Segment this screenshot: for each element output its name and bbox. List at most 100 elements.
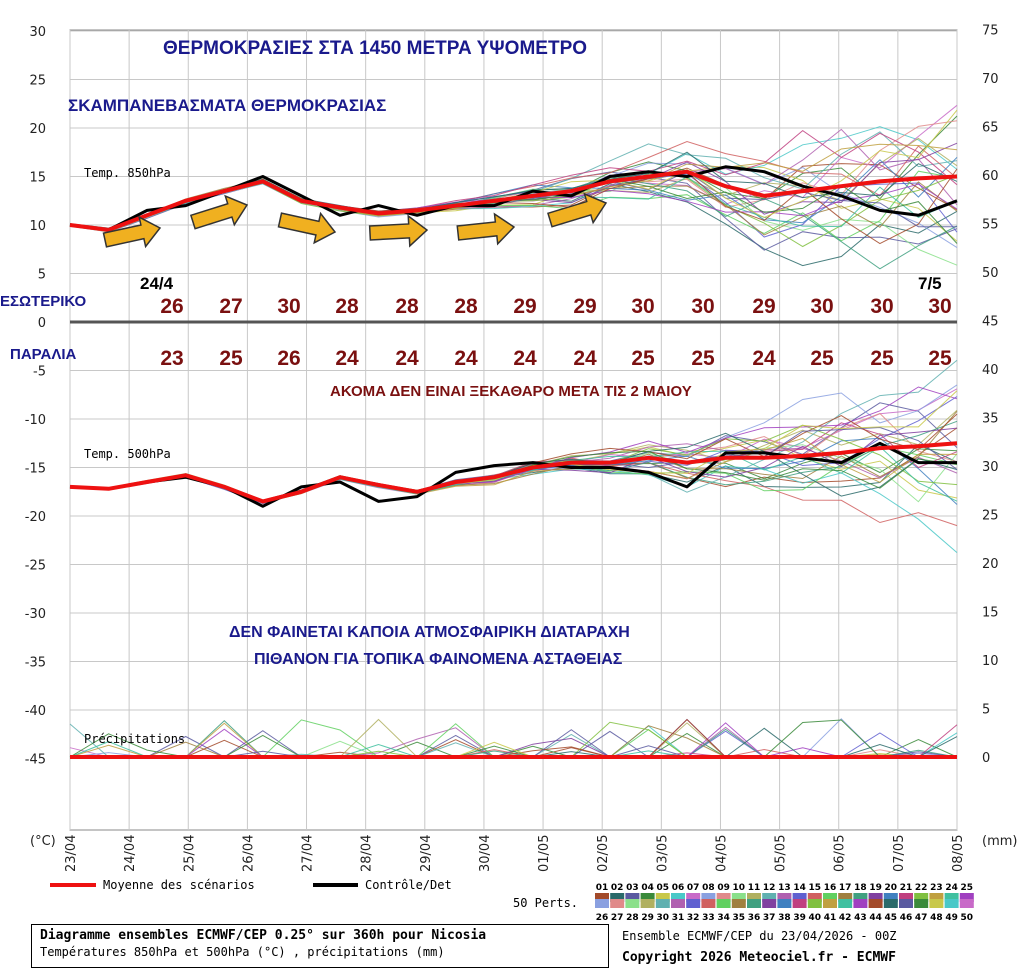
member-id-label: 08	[702, 883, 715, 893]
member-id-label: 21	[900, 883, 913, 893]
inland-temp-value: 29	[513, 295, 536, 318]
left-tick-label: 5	[38, 268, 46, 283]
beach-temp-value: 24	[335, 347, 359, 370]
left-axis-unit: (°C)	[30, 834, 56, 849]
member-id-label: 09	[717, 883, 730, 893]
member-swatch	[853, 893, 868, 902]
member-swatch	[777, 893, 792, 902]
member-swatch	[883, 893, 898, 902]
member-id-label: 33	[702, 913, 715, 923]
member-swatch	[853, 899, 868, 908]
x-tick-label: 28/04	[360, 835, 375, 872]
beach-temp-value: 25	[810, 347, 834, 370]
member-swatch	[792, 893, 807, 902]
member-swatch	[625, 893, 640, 902]
member-swatch	[899, 899, 913, 908]
member-swatch	[823, 899, 837, 908]
precip-note-line1: ΔΕΝ ΦΑΙΝΕΤΑΙ ΚΑΠΟΙΑ ΑΤΜΟΣΦΑΙΡΙΚΗ ΔΙΑΤΑΡΑ…	[229, 624, 630, 641]
member-id-label: 02	[611, 883, 624, 893]
precip-note-line2: ΠΙΘΑΝΟΝ ΓΙΑ ΤΟΠΙΚΑ ΦΑΙΝΟΜΕΝΑ ΑΣΤΑΘΕΙΑΣ	[254, 651, 623, 668]
member-swatch	[762, 899, 777, 908]
member-swatch	[686, 899, 701, 908]
left-tick-label: 15	[29, 171, 46, 186]
x-tick-label: 27/04	[301, 835, 316, 872]
member-swatch	[929, 899, 944, 908]
member-swatch	[747, 899, 761, 908]
member-swatch	[914, 893, 929, 902]
member-swatch	[655, 893, 670, 902]
member-swatch	[777, 899, 792, 908]
right-tick-label: 70	[982, 72, 999, 87]
x-tick-label: 08/05	[951, 835, 966, 872]
beach-temp-value: 25	[219, 347, 243, 370]
left-tick-label: 20	[29, 122, 46, 137]
right-tick-label: 25	[982, 509, 999, 524]
left-axis-ticks: 30 25 20 15 10 5 0 -5 -10 -15 -20 -25 -30 -35 -40 -45	[25, 25, 46, 768]
member-swatch	[838, 893, 853, 902]
left-tick-label: -30	[25, 607, 46, 622]
beach-temp-value: 25	[870, 347, 894, 370]
member-swatch	[914, 899, 929, 908]
left-tick-label: -20	[25, 510, 46, 525]
member-id-label: 13	[778, 883, 791, 893]
member-swatch	[929, 893, 944, 902]
right-tick-label: 5	[982, 703, 990, 718]
x-tick-label: 24/04	[123, 835, 138, 872]
left-tick-label: -5	[33, 365, 46, 380]
inland-temp-value: 27	[219, 295, 242, 318]
member-swatch	[655, 899, 670, 908]
member-swatch	[671, 899, 685, 908]
member-id-label: 10	[733, 883, 746, 893]
left-tick-label: -10	[25, 413, 46, 428]
beach-temp-value: 24	[752, 347, 776, 370]
inland-temp-value: 29	[752, 295, 775, 318]
x-tick-label: 26/04	[241, 835, 256, 872]
beach-temperatures: 23 25 26 24 24 24 24 24 25 25 24 25 25 25	[160, 347, 952, 370]
right-tick-label: 15	[982, 606, 999, 621]
member-swatch	[610, 899, 625, 908]
member-swatch	[595, 899, 609, 908]
member-swatch	[807, 899, 822, 908]
member-id-label: 46	[900, 913, 913, 923]
yellow-arrow	[547, 192, 608, 228]
footer-box-line2: Températures 850hPa et 500hPa (°C) , pré…	[40, 945, 445, 959]
left-tick-label: 30	[29, 25, 46, 40]
left-tick-label: 25	[29, 74, 46, 89]
run-info: Ensemble ECMWF/CEP du 23/04/2026 - 00Z	[622, 929, 897, 943]
x-tick-label: 30/04	[478, 835, 493, 872]
x-axis-ticks: 23/04 24/04 25/04 26/04 27/04 28/04 29/04 30/04…	[64, 835, 966, 872]
right-tick-label: 50	[982, 266, 999, 281]
member-id-label: 30	[657, 913, 670, 923]
yellow-arrow	[189, 194, 249, 230]
member-id-label: 49	[945, 913, 958, 923]
member-id-label: 25	[961, 883, 974, 893]
left-tick-label: -35	[25, 656, 46, 671]
member-id-label: 14	[793, 883, 806, 893]
member-id-label: 32	[687, 913, 700, 923]
x-tick-label: 06/05	[833, 835, 848, 872]
member-id-label: 36	[748, 913, 761, 923]
inland-temp-value: 29	[573, 295, 596, 318]
member-id-label: 37	[763, 913, 776, 923]
t850-panel-label: Temp. 850hPa	[84, 166, 171, 180]
left-tick-label: 10	[29, 219, 46, 234]
right-tick-label: 10	[982, 654, 999, 669]
x-tick-label: 03/05	[655, 835, 670, 872]
member-id-label: 29	[641, 913, 654, 923]
member-id-label: 20	[885, 883, 898, 893]
member-id-label: 05	[657, 883, 670, 893]
chart-subtitle: ΣΚΑΜΠΑΝΕΒΑΣΜΑΤΑ ΘΕΡΜΟΚΡΑΣΙΑΣ	[68, 96, 386, 115]
beach-temp-value: 24	[513, 347, 537, 370]
inland-temperatures: 26 27 30 28 28 28 29 29 30 30 29 30 30 30	[160, 295, 951, 318]
series-line-t500	[69, 441, 958, 504]
member-swatch	[899, 893, 913, 902]
member-swatch	[625, 899, 640, 908]
left-tick-label: -40	[25, 704, 46, 719]
left-tick-label: -15	[25, 462, 46, 477]
x-tick-label: 01/05	[537, 835, 552, 872]
inland-row-label: ΕΣΩΤΕΡΙΚΟ	[0, 293, 87, 310]
member-swatch	[944, 899, 959, 908]
member-swatch	[868, 893, 883, 902]
